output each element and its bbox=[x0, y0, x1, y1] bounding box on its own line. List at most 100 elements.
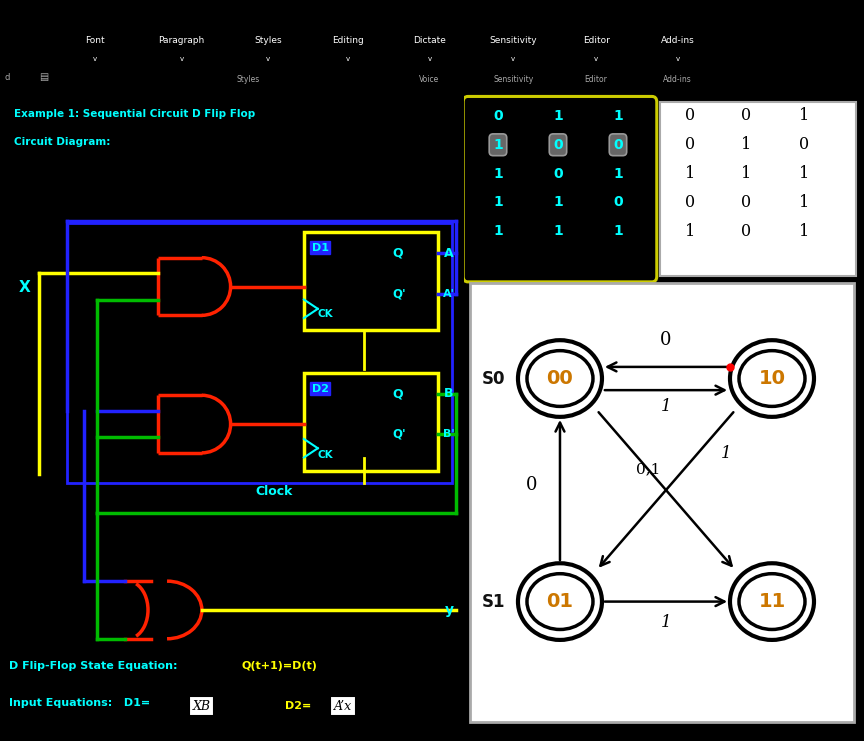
Text: 1: 1 bbox=[799, 165, 809, 182]
Text: 1: 1 bbox=[685, 223, 696, 239]
Text: 1: 1 bbox=[799, 194, 809, 211]
Text: 1: 1 bbox=[740, 165, 751, 182]
Text: ▤: ▤ bbox=[39, 72, 48, 82]
Text: 1: 1 bbox=[721, 445, 731, 462]
Text: 0: 0 bbox=[493, 109, 503, 123]
Bar bbox=[67, 223, 453, 483]
Text: v: v bbox=[428, 56, 431, 62]
Text: Paragraph: Paragraph bbox=[158, 36, 205, 45]
Text: Input Equations:   D1=: Input Equations: D1= bbox=[10, 698, 150, 708]
Text: 01: 01 bbox=[546, 592, 574, 611]
Text: D Flip-Flop State Equation:: D Flip-Flop State Equation: bbox=[10, 661, 178, 671]
Text: 0: 0 bbox=[660, 331, 671, 349]
Ellipse shape bbox=[730, 340, 814, 417]
Text: 1: 1 bbox=[799, 223, 809, 239]
Ellipse shape bbox=[739, 350, 805, 406]
Text: 0: 0 bbox=[685, 107, 695, 124]
Text: 0: 0 bbox=[685, 136, 695, 153]
Text: v: v bbox=[93, 56, 97, 62]
Text: Clock: Clock bbox=[255, 485, 293, 498]
Text: 0,1: 0,1 bbox=[636, 463, 660, 476]
Text: 1: 1 bbox=[613, 225, 623, 238]
Text: CK: CK bbox=[318, 309, 334, 319]
Text: v: v bbox=[676, 56, 679, 62]
Text: Add-ins: Add-ins bbox=[660, 36, 695, 45]
Text: A': A' bbox=[443, 289, 455, 299]
Text: 0: 0 bbox=[613, 196, 623, 210]
Text: 0: 0 bbox=[741, 223, 751, 239]
Text: 0: 0 bbox=[685, 194, 695, 211]
Text: 1: 1 bbox=[613, 109, 623, 123]
Ellipse shape bbox=[730, 563, 814, 640]
Text: S0: S0 bbox=[482, 370, 505, 388]
Text: v: v bbox=[511, 56, 515, 62]
Ellipse shape bbox=[518, 563, 602, 640]
Text: Example 1: Sequential Circuit D Flip Flop: Example 1: Sequential Circuit D Flip Flo… bbox=[14, 109, 255, 119]
Text: 1: 1 bbox=[493, 138, 503, 152]
Text: 10: 10 bbox=[759, 369, 785, 388]
Text: 0: 0 bbox=[613, 138, 623, 152]
Text: 1: 1 bbox=[613, 167, 623, 181]
Text: v: v bbox=[594, 56, 598, 62]
Text: D1: D1 bbox=[312, 243, 329, 253]
Text: 0: 0 bbox=[526, 476, 537, 494]
Text: Editor: Editor bbox=[582, 36, 610, 45]
Text: v: v bbox=[346, 56, 350, 62]
Text: 1: 1 bbox=[553, 225, 562, 238]
Ellipse shape bbox=[527, 574, 593, 629]
Text: 1: 1 bbox=[740, 136, 751, 153]
Text: A: A bbox=[444, 247, 454, 259]
Ellipse shape bbox=[739, 574, 805, 629]
Text: 0: 0 bbox=[799, 136, 809, 153]
Text: B': B' bbox=[443, 429, 455, 439]
Text: D2=: D2= bbox=[285, 701, 312, 711]
Text: 0: 0 bbox=[553, 138, 562, 152]
Text: y: y bbox=[445, 603, 454, 617]
Text: CK: CK bbox=[318, 450, 334, 459]
FancyBboxPatch shape bbox=[463, 96, 657, 282]
Text: Font: Font bbox=[86, 36, 105, 45]
Text: 1: 1 bbox=[661, 614, 671, 631]
Text: 0: 0 bbox=[553, 167, 562, 181]
FancyBboxPatch shape bbox=[660, 102, 856, 276]
Text: 1: 1 bbox=[493, 196, 503, 210]
Text: Q': Q' bbox=[392, 288, 406, 300]
Text: 11: 11 bbox=[759, 592, 785, 611]
Text: Styles: Styles bbox=[254, 36, 282, 45]
Text: v: v bbox=[180, 56, 183, 62]
Text: A’x: A’x bbox=[334, 700, 353, 713]
Text: 1: 1 bbox=[661, 398, 671, 415]
Text: Sensitivity: Sensitivity bbox=[489, 36, 537, 45]
Text: 1: 1 bbox=[553, 109, 562, 123]
Ellipse shape bbox=[518, 340, 602, 417]
Text: Q: Q bbox=[392, 388, 403, 400]
Text: 1: 1 bbox=[799, 107, 809, 124]
Text: Styles: Styles bbox=[237, 75, 259, 84]
Text: d: d bbox=[4, 73, 10, 82]
Text: Q: Q bbox=[392, 247, 403, 259]
Text: XB: XB bbox=[193, 700, 211, 713]
Text: Circuit Diagram:: Circuit Diagram: bbox=[14, 137, 111, 147]
Text: 00: 00 bbox=[547, 369, 574, 388]
Text: Sensitivity: Sensitivity bbox=[493, 75, 533, 84]
Ellipse shape bbox=[527, 350, 593, 406]
Text: 1: 1 bbox=[493, 167, 503, 181]
Text: B: B bbox=[444, 388, 454, 400]
Text: 0: 0 bbox=[741, 107, 751, 124]
Text: X: X bbox=[18, 280, 30, 296]
Text: Editor: Editor bbox=[585, 75, 607, 84]
Text: 1: 1 bbox=[493, 225, 503, 238]
Text: Q': Q' bbox=[392, 428, 406, 441]
Text: v: v bbox=[266, 56, 270, 62]
Text: Q(t+1)=D(t): Q(t+1)=D(t) bbox=[241, 661, 317, 671]
Text: 1: 1 bbox=[685, 165, 696, 182]
Bar bbox=[304, 373, 438, 471]
Text: Dictate: Dictate bbox=[413, 36, 446, 45]
Text: 1: 1 bbox=[553, 196, 562, 210]
Text: Add-ins: Add-ins bbox=[663, 75, 692, 84]
Text: S1: S1 bbox=[482, 593, 505, 611]
Text: D2: D2 bbox=[312, 384, 329, 393]
Bar bbox=[304, 232, 438, 330]
Text: 0: 0 bbox=[741, 194, 751, 211]
FancyBboxPatch shape bbox=[470, 283, 854, 722]
